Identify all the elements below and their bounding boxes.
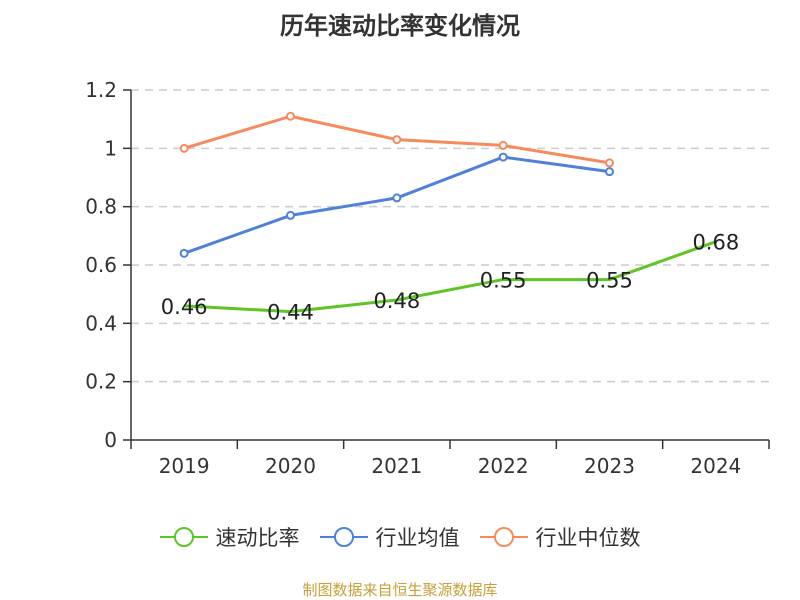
data-point: [179, 248, 189, 258]
legend-item-quick-ratio[interactable]: 速动比率: [159, 522, 300, 552]
x-tick-label: 2022: [478, 454, 529, 478]
x-tick-label: 2020: [265, 454, 316, 478]
data-point: [498, 140, 508, 150]
legend-item-industry-median[interactable]: 行业中位数: [479, 522, 641, 552]
legend-marker-industry-mean: [319, 527, 368, 547]
legend-label: 速动比率: [215, 526, 300, 550]
y-tick-label: 0.2: [85, 370, 117, 394]
legend-marker-industry-median: [479, 527, 528, 547]
y-tick-label: 1: [104, 136, 117, 160]
y-tick-label: 0.4: [85, 311, 117, 335]
grid-lines: [131, 89, 769, 383]
data-label: 0.44: [267, 301, 314, 325]
chart-title: 历年速动比率变化情况: [280, 12, 520, 40]
legend-marker-quick-ratio: [159, 527, 208, 547]
x-tick-label: 2023: [584, 454, 635, 478]
data-point: [605, 167, 614, 177]
tick-labels: 0 0.2 0.4 0.6 0.8 1 1.2 2019 2020 2021 2022 2023 202…: [85, 78, 741, 478]
data-source-note: 制图数据来自恒生聚源数据库: [302, 581, 498, 599]
series-line-1: [183, 155, 610, 255]
data-label: 0.55: [586, 269, 633, 293]
data-labels: 0.46 0.44 0.48 0.55 0.55 0.68: [161, 231, 739, 325]
data-label: 0.55: [480, 269, 527, 293]
x-tick-label: 2024: [690, 454, 741, 478]
y-tick-label: 0: [104, 428, 117, 452]
x-tick-label: 2021: [371, 454, 422, 478]
y-tick-label: 1.2: [85, 78, 117, 102]
data-point: [179, 143, 189, 153]
series-lines: [183, 114, 717, 314]
data-point: [286, 111, 295, 121]
data-label: 0.48: [373, 289, 420, 313]
y-tick-label: 0.8: [85, 195, 117, 219]
series-line-0: [184, 240, 717, 314]
data-point: [392, 193, 402, 203]
legend: 速动比率 行业均值 行业中位数: [0, 519, 800, 555]
legend-item-industry-mean[interactable]: 行业均值: [319, 522, 460, 552]
data-label: 0.68: [692, 231, 739, 255]
data-point: [498, 152, 508, 162]
data-point: [286, 210, 295, 220]
series-points: [179, 111, 614, 258]
legend-label: 行业均值: [375, 526, 460, 550]
data-point: [605, 158, 614, 168]
axes: [123, 89, 770, 449]
x-tick-label: 2019: [159, 454, 210, 478]
data-point: [392, 135, 402, 145]
data-label: 0.46: [161, 295, 208, 319]
y-tick-label: 0.6: [85, 253, 117, 277]
legend-label: 行业中位数: [535, 526, 641, 550]
